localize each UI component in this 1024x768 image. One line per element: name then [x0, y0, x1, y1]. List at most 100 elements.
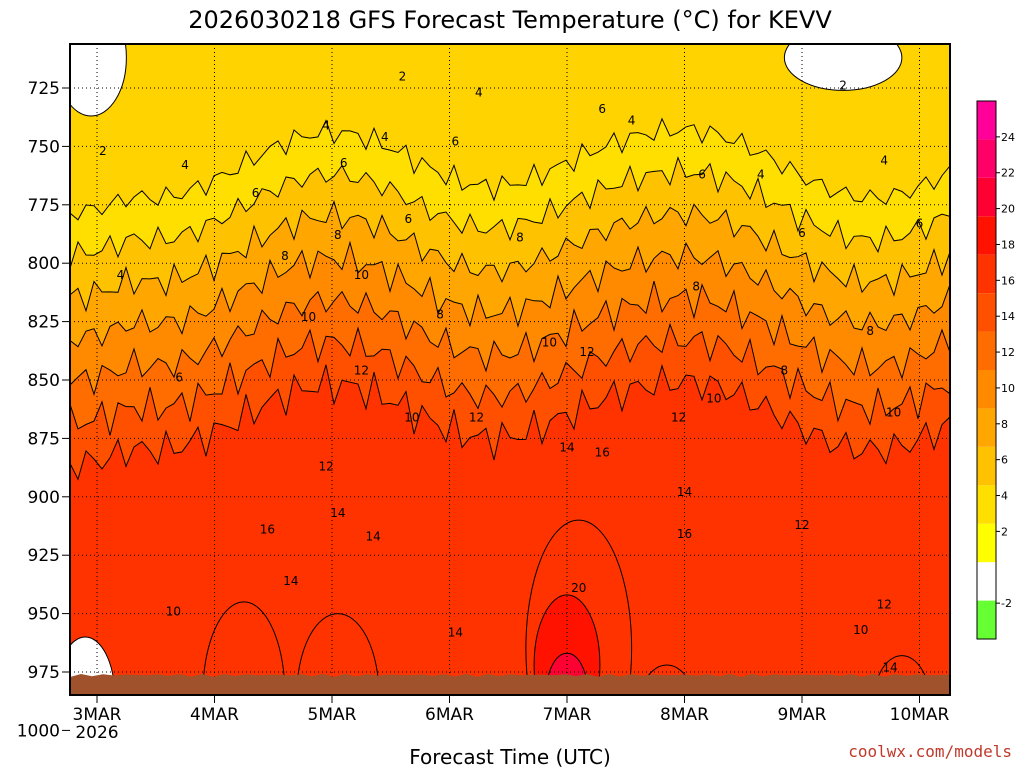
colorbar-swatch [977, 331, 996, 370]
y-tick-label: 775 [28, 196, 60, 216]
contour-label: 10 [706, 392, 721, 406]
colorbar-tick-label: -2 [1001, 597, 1012, 610]
contour-line [70, 280, 950, 397]
contour-label: 4 [117, 268, 125, 282]
cool-pocket [783, 44, 903, 91]
colorbar-tick-label: 22 [1001, 167, 1015, 180]
contour-label: 8 [281, 249, 289, 263]
contour-label: 6 [698, 167, 706, 181]
contour-label: 6 [340, 156, 348, 170]
credit-text: coolwx.com/models [848, 742, 1012, 761]
temperature-band [70, 364, 950, 695]
contour-label: 10 [404, 410, 419, 424]
contour-label: 14 [330, 506, 345, 520]
x-tick-sublabel: 2026 [75, 723, 118, 743]
plot-area: 2 4 6 4 2 2 4 4 6 6 6 4 4 4 6 6 6 6 8 8 8 8 10 4 8 10 8 10 12 12 8 6 10 1… [70, 44, 950, 695]
gridlines [70, 44, 950, 695]
colorbar-tick-label: 8 [1001, 418, 1008, 431]
x-tick-label: 10MAR [890, 705, 950, 725]
contour-label: 12 [794, 518, 809, 532]
contour-label: 12 [354, 364, 369, 378]
contour-label: 4 [880, 153, 888, 167]
colorbar-swatch [977, 446, 996, 486]
contour-label: 8 [436, 308, 444, 322]
contour-label: 6 [598, 102, 606, 116]
contour-label: 14 [882, 660, 897, 674]
contour-label: 6 [452, 135, 460, 149]
contour-label: 10 [542, 336, 557, 350]
warm-core [202, 601, 286, 695]
contour-label: 2 [839, 79, 847, 93]
contour-label: 4 [381, 130, 389, 144]
x-tick-label: 6MAR [425, 705, 474, 725]
colorbar-swatch [977, 523, 996, 563]
colorbar-tick-label: 4 [1001, 490, 1008, 503]
colorbar-tick-label: 20 [1001, 203, 1015, 216]
x-tick-label: 8MAR [660, 705, 709, 725]
colorbar-swatch [977, 293, 996, 332]
temperature-bands [70, 44, 950, 695]
colorbar-swatch [977, 485, 996, 524]
contour-line [70, 156, 950, 269]
colorbar-swatch [977, 139, 996, 178]
contour-label: 12 [877, 597, 892, 611]
contour-label: 8 [692, 280, 700, 294]
contour-label: 16 [677, 527, 692, 541]
contour-label: 4 [757, 167, 765, 181]
x-tick-label: 3MAR [73, 705, 122, 725]
contour-label: 8 [516, 231, 524, 245]
contour-line [70, 117, 950, 221]
contour-label: 10 [354, 268, 369, 282]
contour-line [70, 322, 950, 436]
colorbar-swatch [977, 254, 996, 294]
contour-label: 8 [781, 364, 789, 378]
y-axis: 725 750 775 800 825 850 875 900 925 950 975 1000 [17, 79, 70, 741]
contour-label: 4 [181, 158, 189, 172]
warm-core [296, 613, 380, 695]
colorbar-tick-label: 16 [1001, 274, 1015, 287]
contour-label: 14 [283, 574, 298, 588]
colorbar-frame [976, 100, 997, 640]
contour-label: 6 [405, 212, 413, 226]
colorbar-tick-label: 18 [1001, 238, 1015, 251]
contour-label: 8 [866, 324, 874, 338]
colorbar-swatch [977, 216, 996, 255]
y-tick-label: 825 [28, 313, 60, 333]
contour-label: 6 [175, 371, 183, 385]
contour-label: 10 [301, 310, 316, 324]
y-tick-label: 725 [28, 79, 60, 99]
y-tick-label: 975 [28, 663, 60, 683]
colorbar-swatch [977, 562, 996, 601]
contour-label: 12 [318, 459, 333, 473]
contour-label: 8 [334, 228, 342, 242]
contour-label: 2 [99, 144, 107, 158]
colorbar-swatch [977, 370, 996, 409]
colorbar-swatch [977, 600, 996, 639]
y-tick-label: 850 [28, 371, 60, 391]
contour-label: 12 [469, 410, 484, 424]
colorbar-swatch [977, 177, 996, 217]
contour-label: 6 [252, 186, 260, 200]
x-axis-title: Forecast Time (UTC) [409, 745, 611, 768]
contour-label: 10 [166, 604, 181, 618]
plot-frame [69, 43, 951, 696]
colorbar-tick-label: 14 [1001, 310, 1015, 323]
contour-label: 16 [595, 445, 610, 459]
cool-pocket [70, 44, 127, 117]
contour-line [70, 240, 950, 348]
y-tick-label: 750 [28, 137, 60, 157]
x-tick-label: 7MAR [543, 705, 592, 725]
colorbar-tick-label: 10 [1001, 382, 1015, 395]
contour-label: 14 [448, 625, 463, 639]
contour-label: 6 [798, 226, 806, 240]
contour-label: 6 [916, 216, 924, 230]
y-tick-label: 800 [28, 254, 60, 274]
y-tick-label: 925 [28, 546, 60, 566]
y-tick-label: 950 [28, 605, 60, 625]
colorbar-tick-label: 6 [1001, 454, 1008, 467]
colorbar-swatch [977, 101, 996, 140]
contour-label: 12 [579, 345, 594, 359]
